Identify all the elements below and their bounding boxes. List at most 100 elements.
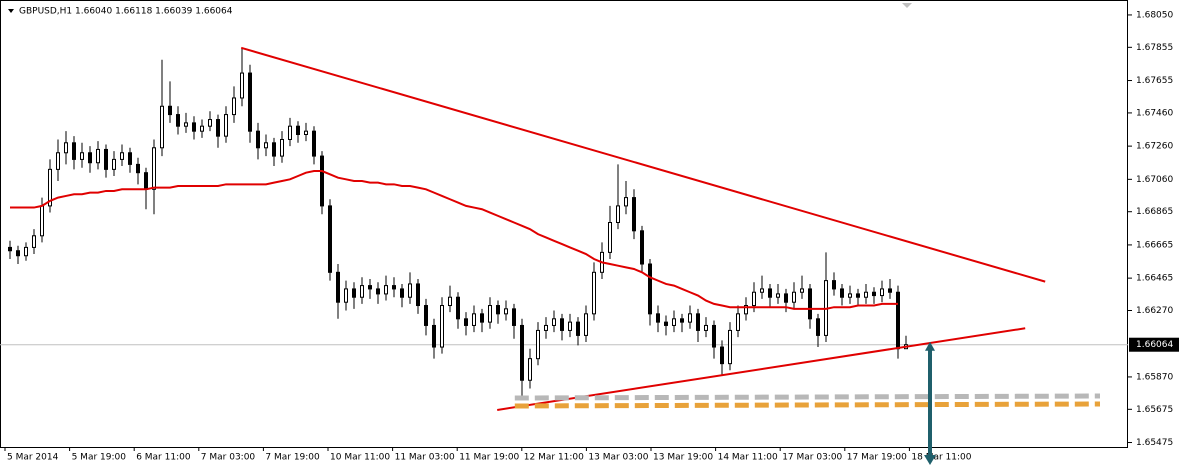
- y-tick-label: 1.67655: [1136, 76, 1173, 86]
- candle-body: [272, 142, 276, 157]
- candle-body: [424, 305, 428, 326]
- shift-marker: [902, 3, 912, 8]
- candle-body: [256, 130, 260, 149]
- candle-body: [456, 296, 460, 320]
- candle-body: [344, 288, 348, 303]
- candle-body: [840, 288, 844, 298]
- candle-body: [8, 246, 12, 252]
- menu-triangle[interactable]: [8, 9, 14, 13]
- candle-body: [96, 148, 100, 164]
- candle-body: [56, 152, 60, 170]
- x-tick-label: 13 Mar 19:00: [653, 453, 713, 463]
- candle-body: [896, 291, 900, 350]
- candle-body: [120, 152, 124, 160]
- y-tick-label: 1.65475: [1136, 438, 1173, 448]
- candle-body: [576, 321, 580, 336]
- x-tick-label: 11 Mar 19:00: [459, 453, 519, 463]
- candle-body: [816, 318, 820, 336]
- candle-body: [336, 271, 340, 303]
- x-tick-label: 5 Mar 2014: [7, 453, 59, 463]
- candle-body: [32, 235, 36, 248]
- candle-body: [832, 280, 836, 290]
- candle-body: [384, 285, 388, 295]
- candle-body: [872, 291, 876, 297]
- candle-body: [488, 305, 492, 323]
- candle-body: [136, 163, 140, 174]
- candle-body: [376, 288, 380, 295]
- candle-body: [216, 119, 220, 137]
- y-tick-label: 1.66665: [1136, 240, 1173, 250]
- candle-body: [192, 122, 196, 132]
- candle-body: [480, 313, 484, 323]
- candle-body: [536, 329, 540, 360]
- x-tick-label: 7 Mar 19:00: [265, 453, 320, 463]
- x-tick-label: 11 Mar 03:00: [395, 453, 455, 463]
- candle-body: [72, 142, 76, 160]
- candle-body: [848, 293, 852, 298]
- trendline: [514, 401, 1101, 409]
- candle-body: [352, 288, 356, 298]
- y-tick-label: 1.65870: [1136, 372, 1173, 382]
- candle-body: [888, 288, 892, 293]
- y-tick-label: 1.65675: [1136, 405, 1173, 415]
- candle-body: [640, 230, 644, 265]
- candle-body: [16, 250, 20, 257]
- trendline: [514, 393, 1101, 401]
- candle-body: [680, 318, 684, 323]
- y-tick-label: 1.67855: [1136, 43, 1173, 53]
- candle-body: [496, 305, 500, 315]
- x-tick-label: 17 Mar 03:00: [782, 453, 842, 463]
- candle-body: [776, 293, 780, 298]
- candle-body: [624, 197, 628, 207]
- candle-body: [112, 158, 116, 170]
- candle-body: [464, 318, 468, 326]
- x-tick-label: 18 Mar 11:00: [911, 453, 971, 463]
- candle-body: [392, 285, 396, 290]
- candle-body: [80, 152, 84, 160]
- x-tick-label: 13 Mar 03:00: [588, 453, 648, 463]
- price-tag-label: 1.66064: [1136, 340, 1173, 350]
- candle-body: [568, 321, 572, 331]
- moving-average: [10, 170, 898, 310]
- candle-body: [880, 288, 884, 297]
- candle-body: [800, 288, 804, 293]
- candle-body: [144, 172, 148, 190]
- candle-body: [304, 130, 308, 135]
- candle-body: [504, 308, 508, 315]
- candle-body: [208, 119, 212, 127]
- candle-body: [40, 205, 44, 237]
- candle-body: [168, 105, 172, 116]
- candle-body: [248, 72, 252, 132]
- x-tick-label: 12 Mar 11:00: [524, 453, 584, 463]
- candle-body: [88, 152, 92, 164]
- candle-body: [664, 321, 668, 326]
- candle-body: [648, 263, 652, 315]
- candle-body: [152, 147, 156, 190]
- chart-title: GBPUSD,H1 1.66040 1.66118 1.66039 1.6606…: [19, 7, 233, 17]
- candle-body: [728, 329, 732, 365]
- arrow-head: [924, 455, 936, 465]
- candle-body: [312, 130, 316, 157]
- candle-body: [560, 318, 564, 331]
- candle-body: [296, 125, 300, 135]
- candle-body: [632, 197, 636, 232]
- x-tick-label: 17 Mar 19:00: [847, 453, 907, 463]
- candle-body: [280, 138, 284, 157]
- candle-body: [160, 105, 164, 149]
- price-tag: [1129, 337, 1179, 352]
- candle-body: [592, 271, 596, 315]
- candle-body: [712, 324, 716, 348]
- candle-body: [440, 305, 444, 348]
- candle-body: [328, 205, 332, 273]
- candle-body: [792, 291, 796, 303]
- trendline: [240, 46, 1046, 283]
- candle-body: [672, 318, 676, 326]
- candle-body: [744, 305, 748, 315]
- candle-body: [368, 285, 372, 290]
- candle-body: [400, 288, 404, 298]
- candle-body: [584, 313, 588, 336]
- y-tick-label: 1.68050: [1136, 10, 1173, 20]
- candle-body: [360, 285, 364, 298]
- candle-body: [104, 148, 108, 170]
